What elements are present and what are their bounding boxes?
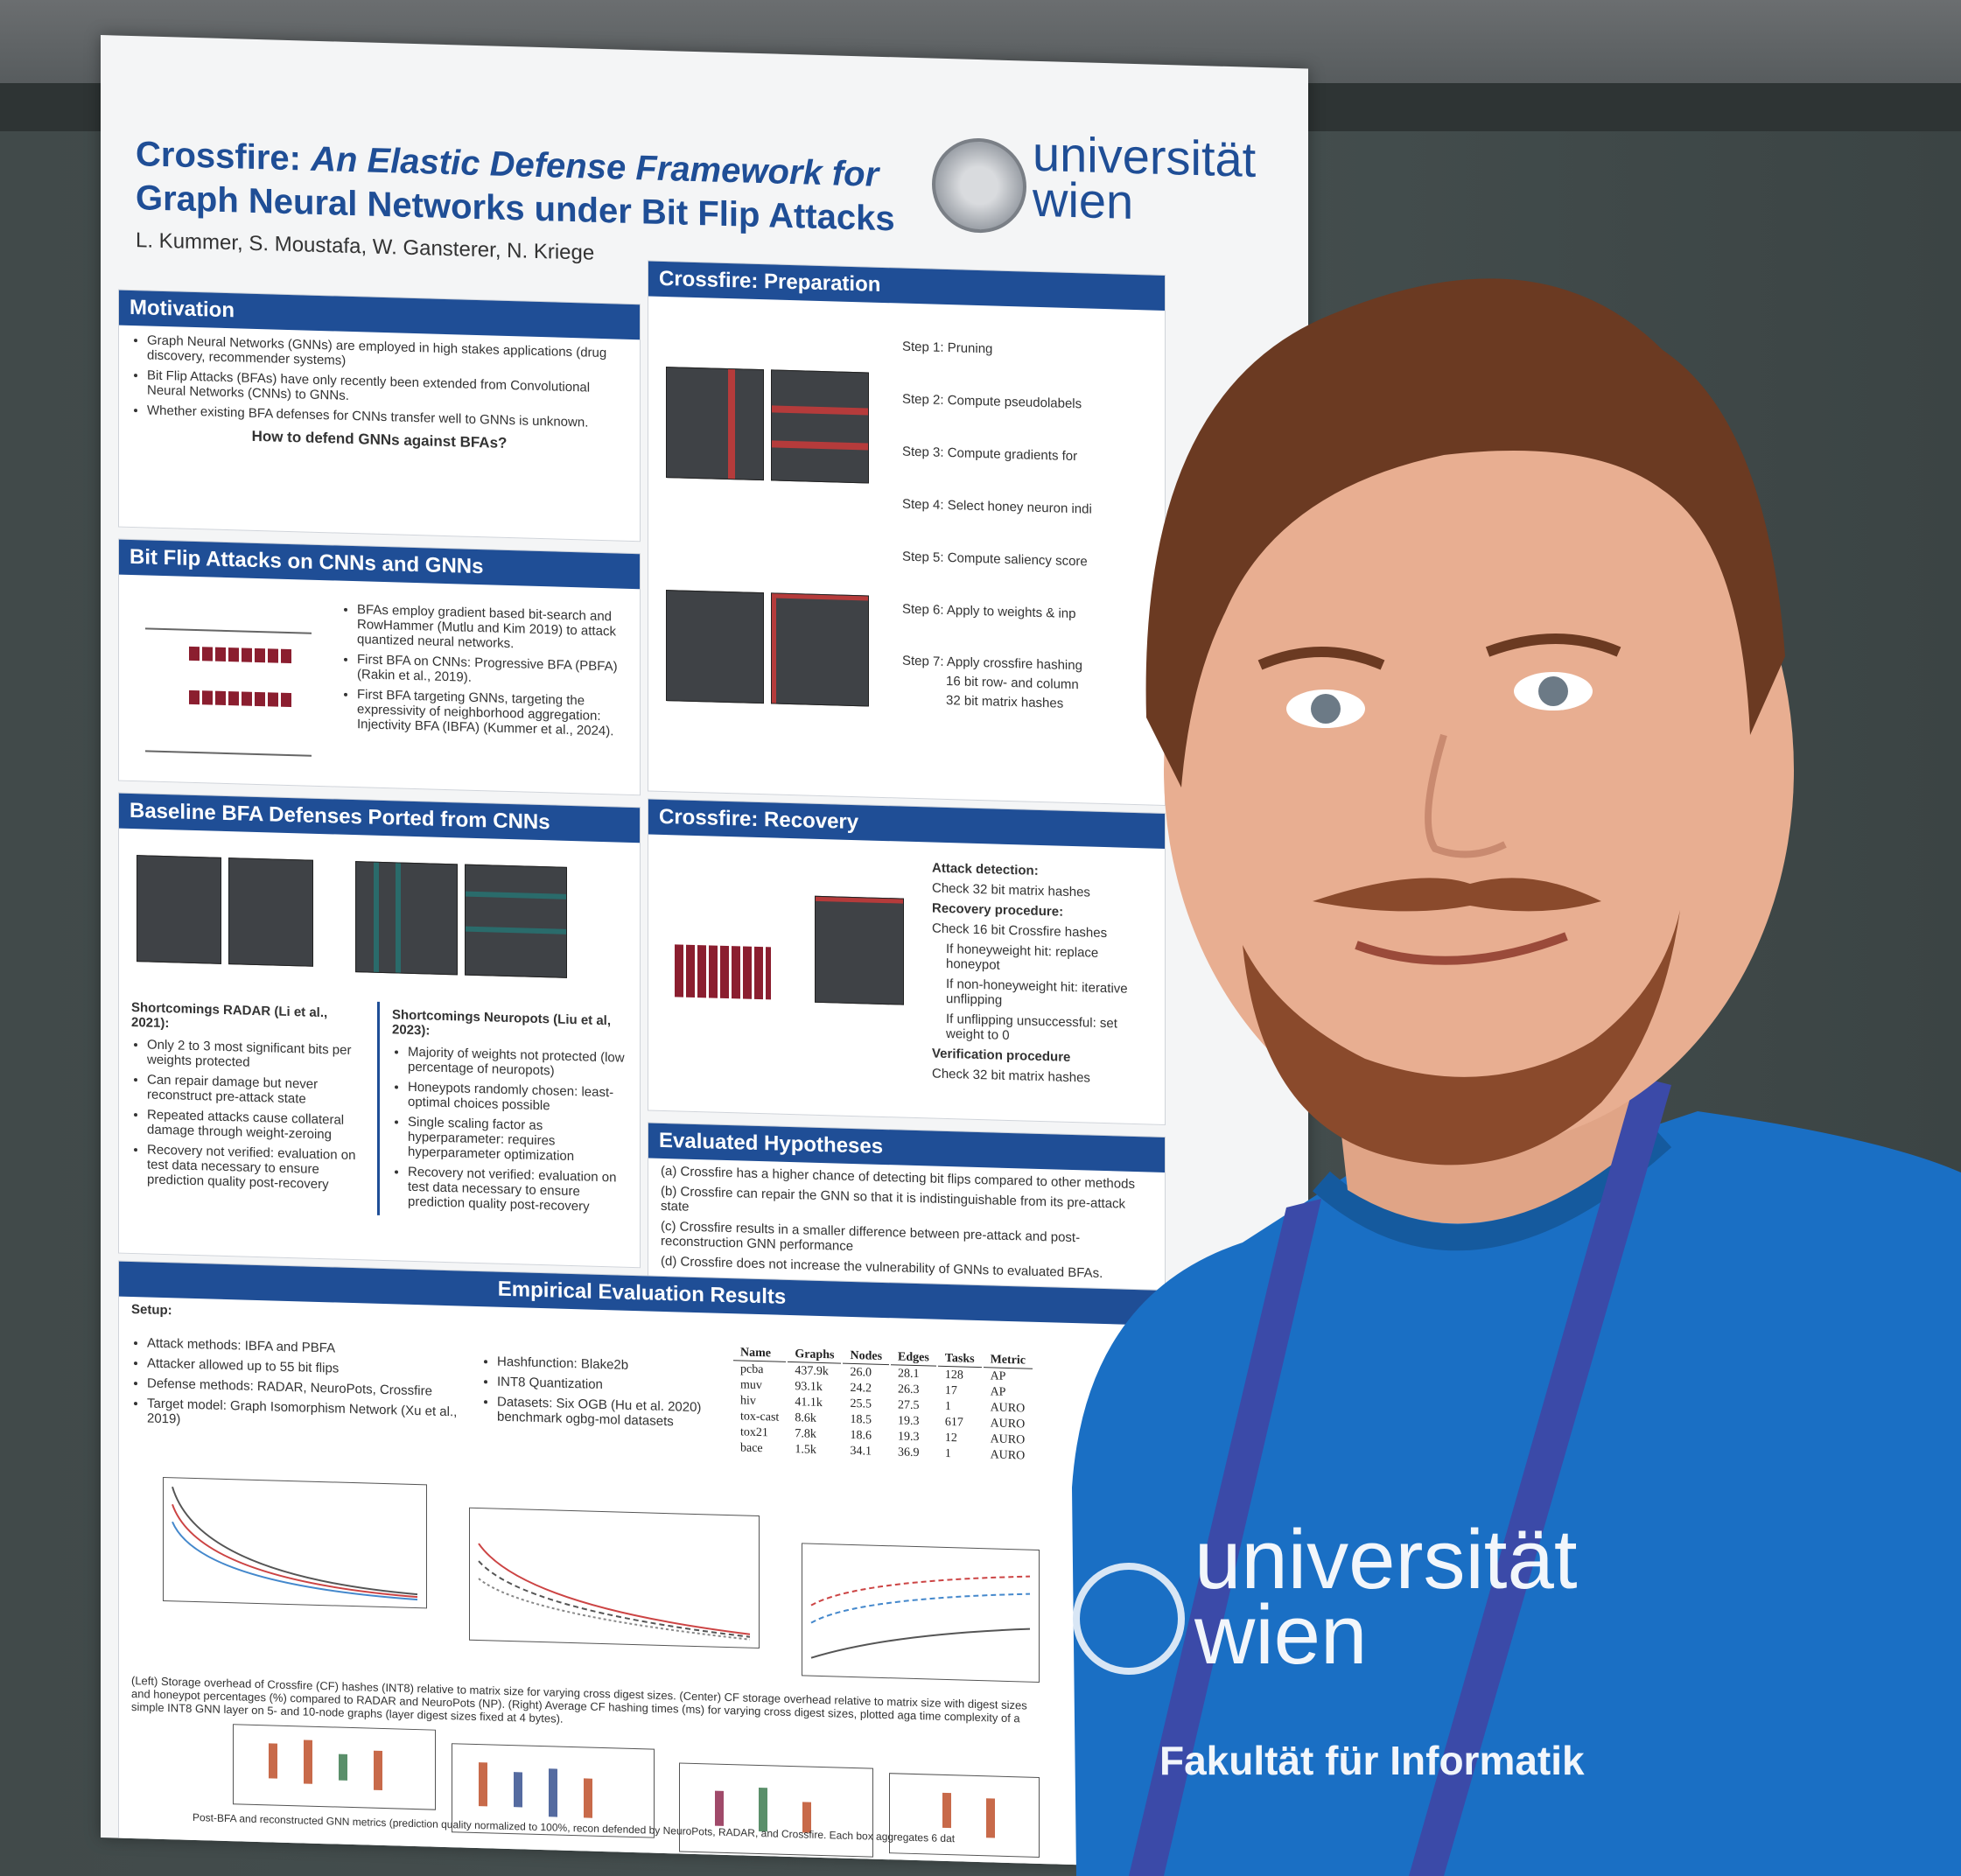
shirt-seal-icon [1073,1563,1185,1675]
shirt-logo: universität wien [1194,1513,1578,1682]
mustache [1313,878,1601,912]
lanyard [1129,1199,1321,1876]
storage-overhead-plot [163,1476,427,1609]
beard [1243,910,1680,1166]
smile [1355,932,1568,965]
hashing-times-plot [802,1543,1040,1683]
shirt-faculty-text: Fakultät für Informatik [1159,1738,1585,1783]
nose [1425,733,1507,858]
hair [1145,278,1785,788]
lanyard [1409,1076,1671,1876]
storage-comparison-plot [469,1507,760,1649]
face [1164,394,1794,1146]
research-poster: Crossfire: An Elastic Defense Framework … [101,35,1308,1872]
section-results: Empirical Evaluation Results Setup: Atta… [118,1260,1166,1869]
